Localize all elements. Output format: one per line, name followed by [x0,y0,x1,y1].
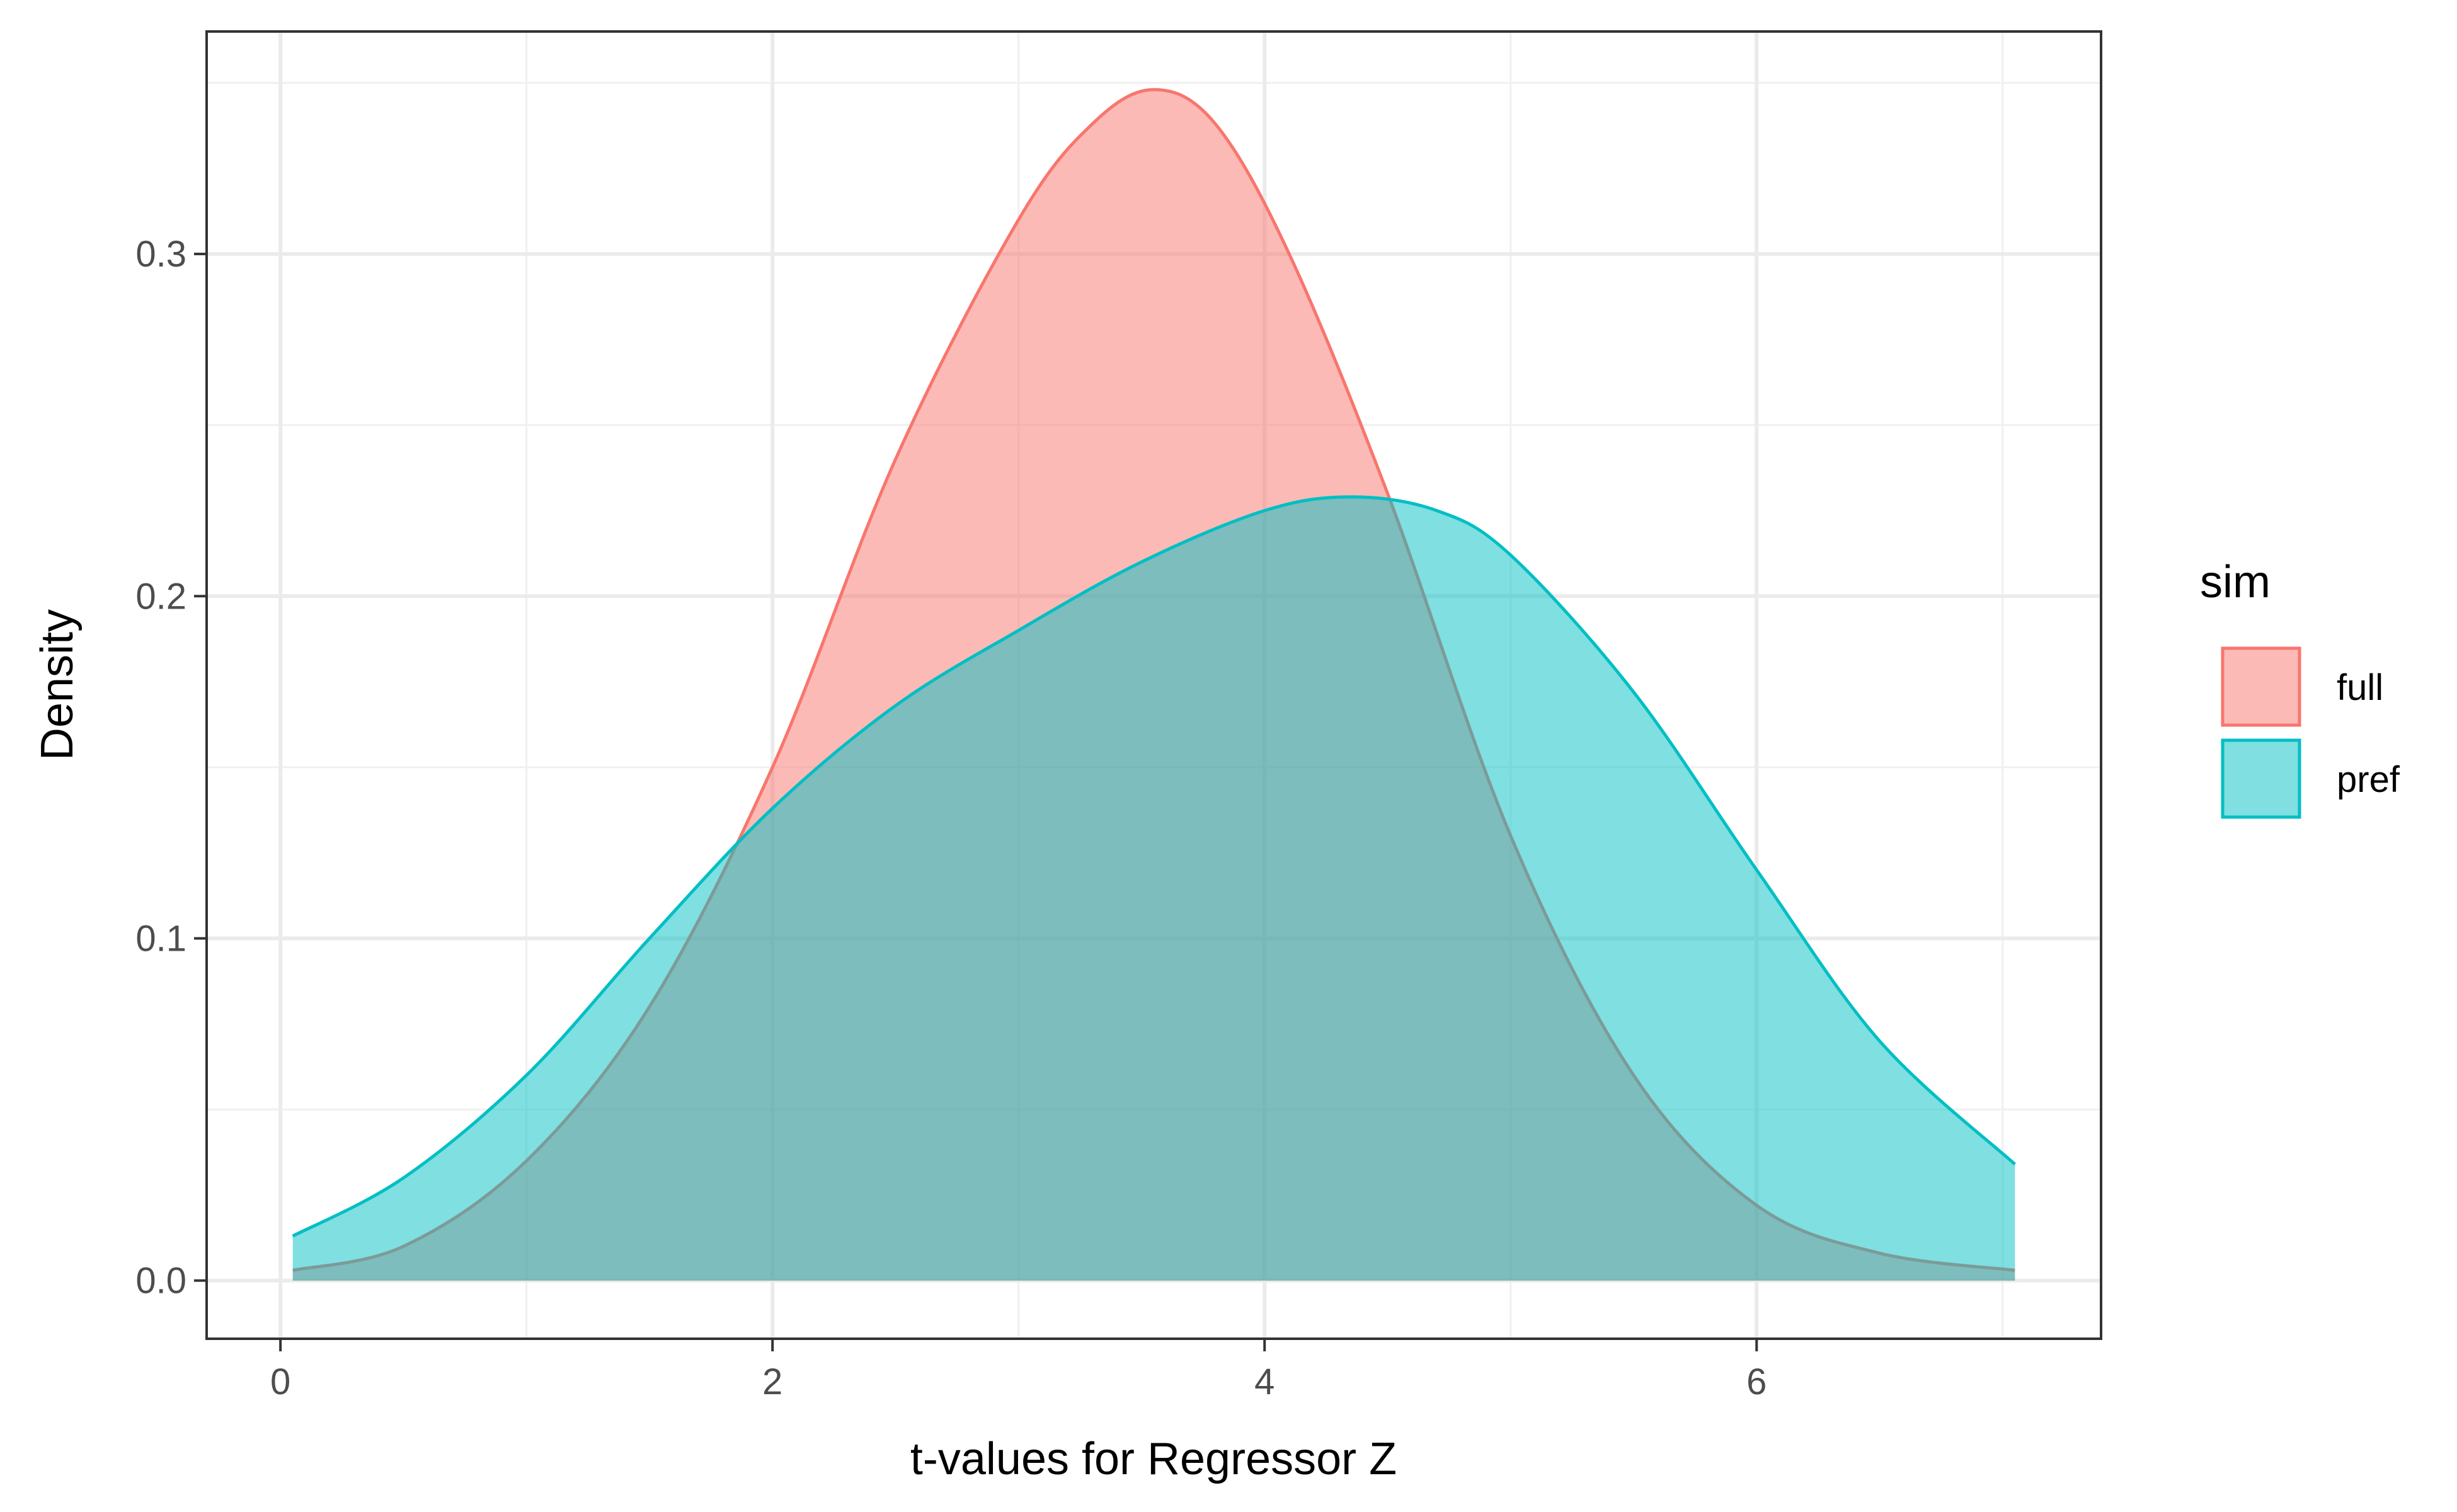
y-tick-label: 0.2 [135,576,186,617]
legend-key-full [2221,646,2301,727]
density-area-pref [292,496,2015,1281]
plot-panel-border [205,30,2102,1340]
x-tick-label: 0 [270,1361,290,1402]
y-tick-label: 0.1 [135,918,186,959]
x-axis-title: t-values for Regressor Z [910,1434,1397,1484]
legend-label-pref: pref [2337,759,2400,800]
legend-key-pref [2221,738,2301,819]
y-tick-label: 0.3 [135,234,186,275]
y-tick-label: 0.0 [135,1261,186,1302]
legend-label-full: full [2337,667,2383,708]
x-axis: 0 2 4 6 [270,1339,1767,1402]
legend: sim full pref [2200,557,2400,820]
density-line-pref [292,495,2016,1238]
y-axis-title: Density [32,609,83,760]
x-tick-label: 4 [1254,1361,1274,1402]
series-layer [292,88,2016,1281]
legend-title: sim [2200,557,2271,607]
y-axis: 0.0 0.1 0.2 0.3 [135,234,207,1302]
x-tick-label: 6 [1746,1361,1767,1402]
x-tick-label: 2 [762,1361,782,1402]
